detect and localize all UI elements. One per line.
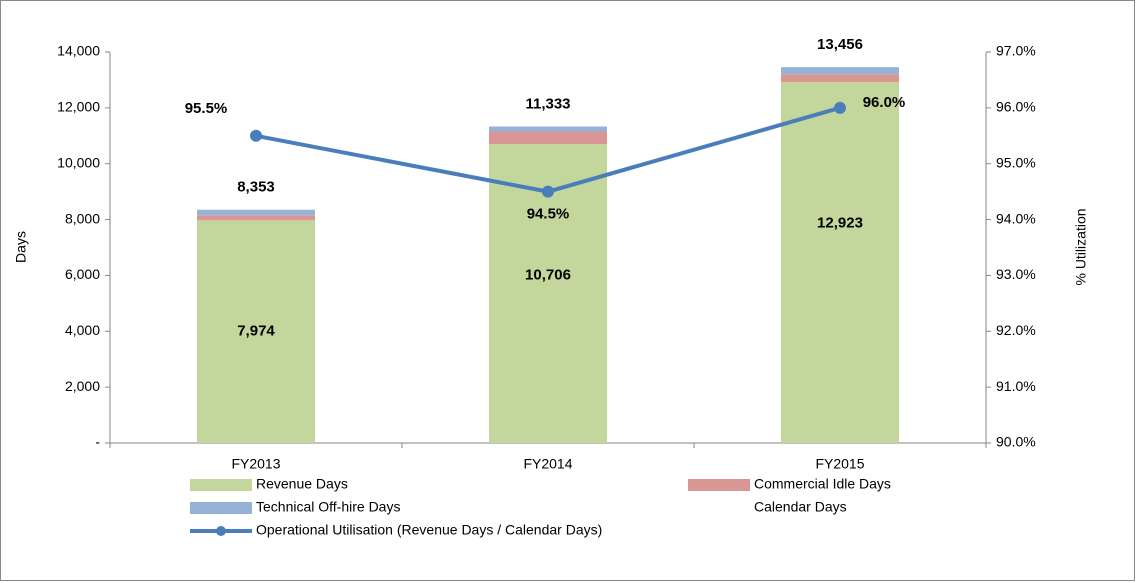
legend-label: Commercial Idle Days (754, 476, 891, 492)
legend-swatch (688, 479, 750, 491)
y-tick-label: 8,000 (65, 210, 100, 226)
line-point (250, 129, 262, 142)
y2-tick-label: 97.0% (996, 43, 1036, 59)
y2-tick-label: 96.0% (996, 99, 1036, 115)
bar-value-label: 7,974 (237, 323, 275, 340)
y-tick-label: 6,000 (65, 266, 100, 282)
y-axis-label: Days (13, 231, 29, 263)
line-value-label: 94.5% (527, 206, 570, 223)
bar-value-label: 10,706 (525, 266, 571, 283)
line-value-label: 96.0% (863, 94, 906, 111)
bar-segment (781, 67, 899, 75)
y-tick-label: 10,000 (57, 154, 100, 170)
bar-segment (197, 220, 315, 443)
bar-segment (781, 82, 899, 443)
y2-tick-label: 95.0% (996, 154, 1036, 170)
legend-label: Revenue Days (256, 476, 348, 492)
y-tick-label: - (95, 434, 100, 450)
y2-tick-label: 90.0% (996, 434, 1036, 450)
y2-axis-label: % Utilization (1073, 208, 1089, 285)
x-tick-label: FY2015 (815, 456, 864, 472)
legend-swatch (190, 502, 252, 514)
x-tick-label: FY2013 (231, 456, 280, 472)
y2-tick-label: 91.0% (996, 378, 1036, 394)
legend-marker (216, 526, 226, 536)
legend-label: Operational Utilisation (Revenue Days / … (256, 522, 602, 538)
bar-segment (197, 209, 315, 216)
line-value-label: 95.5% (185, 100, 228, 117)
y2-tick-label: 92.0% (996, 322, 1036, 338)
bar-segment (197, 215, 315, 221)
bar-segment (489, 126, 607, 132)
y-tick-label: 4,000 (65, 322, 100, 338)
y-tick-label: 14,000 (57, 43, 100, 59)
line-point (542, 185, 554, 198)
bar-value-label: 12,923 (817, 215, 863, 232)
total-label: 13,456 (817, 36, 863, 53)
legend-swatch (190, 479, 252, 491)
total-label: 8,353 (237, 179, 275, 196)
legend-label: Technical Off-hire Days (256, 499, 400, 515)
y2-tick-label: 94.0% (996, 210, 1036, 226)
total-label: 11,333 (525, 95, 570, 112)
y-tick-label: 12,000 (57, 99, 100, 115)
legend-label: Calendar Days (754, 499, 847, 515)
bar-segment (489, 131, 607, 144)
y-tick-label: 2,000 (65, 378, 100, 394)
line-point (834, 101, 846, 114)
bar-segment (781, 74, 899, 83)
x-tick-label: FY2014 (523, 456, 572, 472)
y2-tick-label: 93.0% (996, 266, 1036, 282)
